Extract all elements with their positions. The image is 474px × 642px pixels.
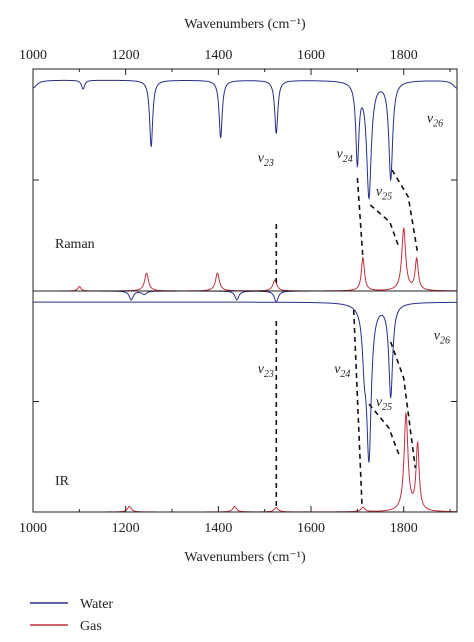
mode-label-raman-25: v25 <box>376 185 392 203</box>
mode-label-raman-23: v23 <box>258 151 274 169</box>
x-tick-label-bottom-1200: 1200 <box>112 521 140 536</box>
dashed-guide-2 <box>356 177 364 259</box>
series-line-ir-water-0 <box>33 301 457 463</box>
x-tick-label-bottom-1000: 1000 <box>19 521 47 536</box>
x-axis-title-top: Wavenumbers (cm⁻¹) <box>184 17 306 32</box>
mode-label-raman-24: v24 <box>337 147 353 165</box>
plot-lines-layer <box>32 79 458 513</box>
dashed-guide-3 <box>369 204 399 246</box>
dashed-guide-4 <box>391 169 419 254</box>
labels-layer: v23 v24 v25 v26 v23 v24 v25 v26 1000 1000 1200 1200… <box>19 48 450 536</box>
x-tick-label-top-1400: 1400 <box>204 48 232 63</box>
x-tick-label-top-1000: 1000 <box>19 48 47 63</box>
x-tick-label-top-1800: 1800 <box>390 48 418 63</box>
legend-label-water: Water <box>80 597 113 612</box>
x-tick-label-bottom-1600: 1600 <box>297 521 325 536</box>
x-tick-label-top-1600: 1600 <box>297 48 325 63</box>
dashed-guide-6 <box>368 403 400 456</box>
series-line-raman-water-0 <box>32 79 458 200</box>
mode-label-ir-23: v23 <box>258 362 274 380</box>
mode-label-ir-24: v24 <box>334 362 350 380</box>
panel-label-raman: Raman <box>55 237 95 252</box>
mode-label-ir-26: v26 <box>434 329 450 347</box>
x-tick-label-top-1200: 1200 <box>112 48 140 63</box>
dashed-guide-5 <box>352 309 363 506</box>
series-line-ir-gas-1 <box>33 411 458 513</box>
dashed-guide-7 <box>389 341 417 469</box>
legend-label-gas: Gas <box>80 619 102 634</box>
series-line-raman-gas-1 <box>33 227 457 292</box>
x-tick-label-bottom-1400: 1400 <box>204 521 232 536</box>
mode-label-ir-25: v25 <box>376 395 392 413</box>
panel-label-ir: IR <box>55 474 70 489</box>
axis-ticks-layer <box>32 69 457 512</box>
series-line-raman-water-2 <box>33 290 457 303</box>
mode-label-raman-26: v26 <box>427 111 443 129</box>
x-axis-title-bottom: Wavenumbers (cm⁻¹) <box>184 550 306 565</box>
x-tick-label-bottom-1800: 1800 <box>390 521 418 536</box>
legend: Water Gas <box>30 597 113 634</box>
